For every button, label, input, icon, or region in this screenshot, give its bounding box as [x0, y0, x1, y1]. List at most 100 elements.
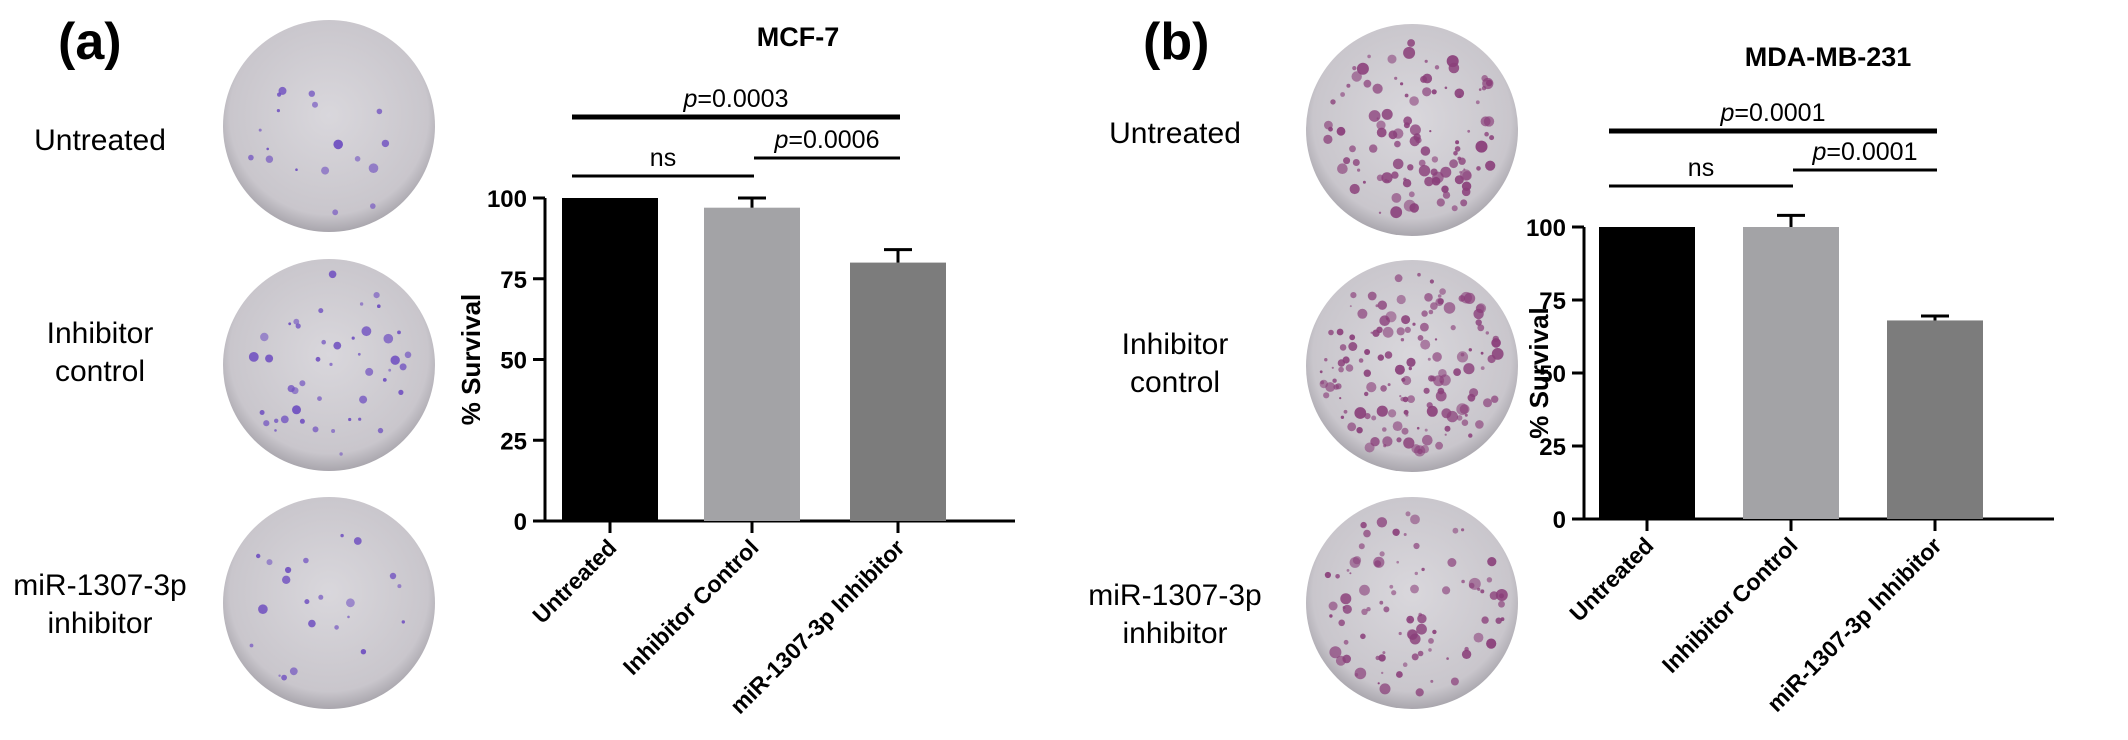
colony-dot: [382, 378, 387, 382]
colony-dot: [1408, 618, 1411, 621]
colony-dot: [1391, 171, 1399, 179]
colony-dot: [315, 356, 321, 362]
row-label-line2: inhibitor: [47, 607, 153, 640]
colony-dot: [1461, 528, 1465, 532]
colony-dot: [274, 429, 277, 432]
colony-dot: [1475, 420, 1484, 429]
colony-dot: [1483, 398, 1492, 408]
colony-dot: [1324, 358, 1328, 362]
colony-dot: [1451, 205, 1458, 212]
colony-dot: [1432, 171, 1444, 184]
colony-dot: [1328, 601, 1338, 611]
colony-dot: [401, 620, 405, 624]
colony-dot: [351, 336, 355, 340]
colony-dot: [1396, 671, 1403, 678]
colony-dot: [295, 323, 301, 329]
colony-dot: [1414, 571, 1418, 576]
colony-dot: [1461, 649, 1472, 659]
colony-dot: [1439, 374, 1451, 386]
colony-dot: [1435, 441, 1443, 450]
colony-dot: [1342, 604, 1352, 614]
significance-label: p=0.0003: [683, 85, 789, 113]
colony-dot: [1349, 183, 1360, 195]
colony-plate-mir-inhibitor-a: [221, 495, 437, 711]
colony-dot: [1349, 334, 1356, 341]
bar-mir-1307-3p-inhibitor: [850, 262, 946, 521]
colony-dot: [256, 553, 261, 559]
colony-dot: [1356, 427, 1363, 434]
colony-dot: [1463, 168, 1466, 171]
colony-dot: [285, 566, 292, 574]
colony-dot: [381, 139, 390, 148]
colony-dot: [1348, 342, 1358, 351]
colony-dot: [248, 154, 254, 161]
colony-dot: [1377, 682, 1380, 685]
colony-dot: [317, 396, 322, 401]
colony-dot: [1340, 593, 1352, 605]
colony-dot: [1430, 679, 1434, 683]
colony-dot: [1423, 387, 1430, 394]
y-tick-label: 75: [500, 267, 527, 294]
colony-dot: [1485, 331, 1489, 335]
colony-dot: [1461, 419, 1469, 426]
colony-dot: [1432, 352, 1442, 362]
colony-dot: [1421, 310, 1428, 317]
colony-dot: [1476, 166, 1481, 171]
colony-dot: [1413, 542, 1420, 550]
row-label-line1: Inhibitor: [1121, 328, 1229, 361]
colony-dot: [308, 90, 315, 97]
colony-dot: [1387, 383, 1391, 387]
colony-dot: [1444, 86, 1448, 90]
colony-dot: [1379, 683, 1391, 695]
colony-dot: [1486, 577, 1493, 583]
colony-dot: [1460, 199, 1468, 207]
colony-dot: [1468, 348, 1472, 352]
colony-dot: [1349, 557, 1361, 568]
colony-dot: [1442, 191, 1451, 199]
colony-dot: [1376, 326, 1383, 333]
colony-dot: [1435, 298, 1444, 307]
colony-dot: [1435, 390, 1447, 402]
colony-dot: [1389, 584, 1394, 589]
colony-dot: [265, 354, 274, 363]
panel-a-row-label-inhibitor-control: Inhibitor control: [10, 315, 190, 391]
colony-dot: [1440, 166, 1452, 178]
colony-dot: [1386, 317, 1389, 320]
colony-dot: [1420, 146, 1431, 156]
colony-dot: [1422, 87, 1432, 97]
colony-dot: [1374, 560, 1382, 567]
bar-chart-mda-mb-231: MDA-MB-231 0 25 50 75 100% Survival Untreated I…: [1064, 0, 2128, 735]
colony-dot: [1380, 385, 1387, 392]
colony-dot: [1444, 433, 1447, 436]
colony-dot: [1396, 294, 1406, 305]
colony-dot: [1399, 395, 1402, 398]
colony-dot: [1392, 158, 1404, 170]
colony-dot: [1363, 79, 1372, 88]
colony-dot: [354, 156, 361, 162]
colony-dot: [377, 304, 381, 308]
colony-dot: [1370, 331, 1373, 334]
panel-b-row-label-untreated: Untreated: [1085, 115, 1265, 153]
colony-dot: [359, 395, 368, 404]
colony-dot: [1342, 654, 1351, 664]
colony-dot: [333, 341, 342, 350]
colony-dot: [308, 619, 316, 628]
row-label-line1: Inhibitor: [46, 317, 154, 350]
colony-dot: [1424, 428, 1428, 432]
row-label-line2: inhibitor: [1122, 617, 1228, 650]
colony-dot: [321, 339, 326, 345]
colony-dot: [1411, 653, 1419, 661]
colony-dot: [397, 330, 401, 335]
colony-dot: [332, 209, 339, 216]
colony-dot: [1360, 521, 1367, 529]
colony-dot: [1486, 638, 1497, 649]
colony-dot: [299, 380, 306, 387]
colony-dot: [1461, 181, 1472, 191]
colony-dot: [303, 557, 309, 564]
colony-dot: [370, 203, 376, 209]
colony-dot: [259, 410, 265, 415]
colony-dot: [1468, 577, 1481, 590]
colony-dot: [1354, 407, 1367, 419]
colony-dot: [1407, 395, 1415, 403]
colony-dot: [1346, 569, 1350, 572]
